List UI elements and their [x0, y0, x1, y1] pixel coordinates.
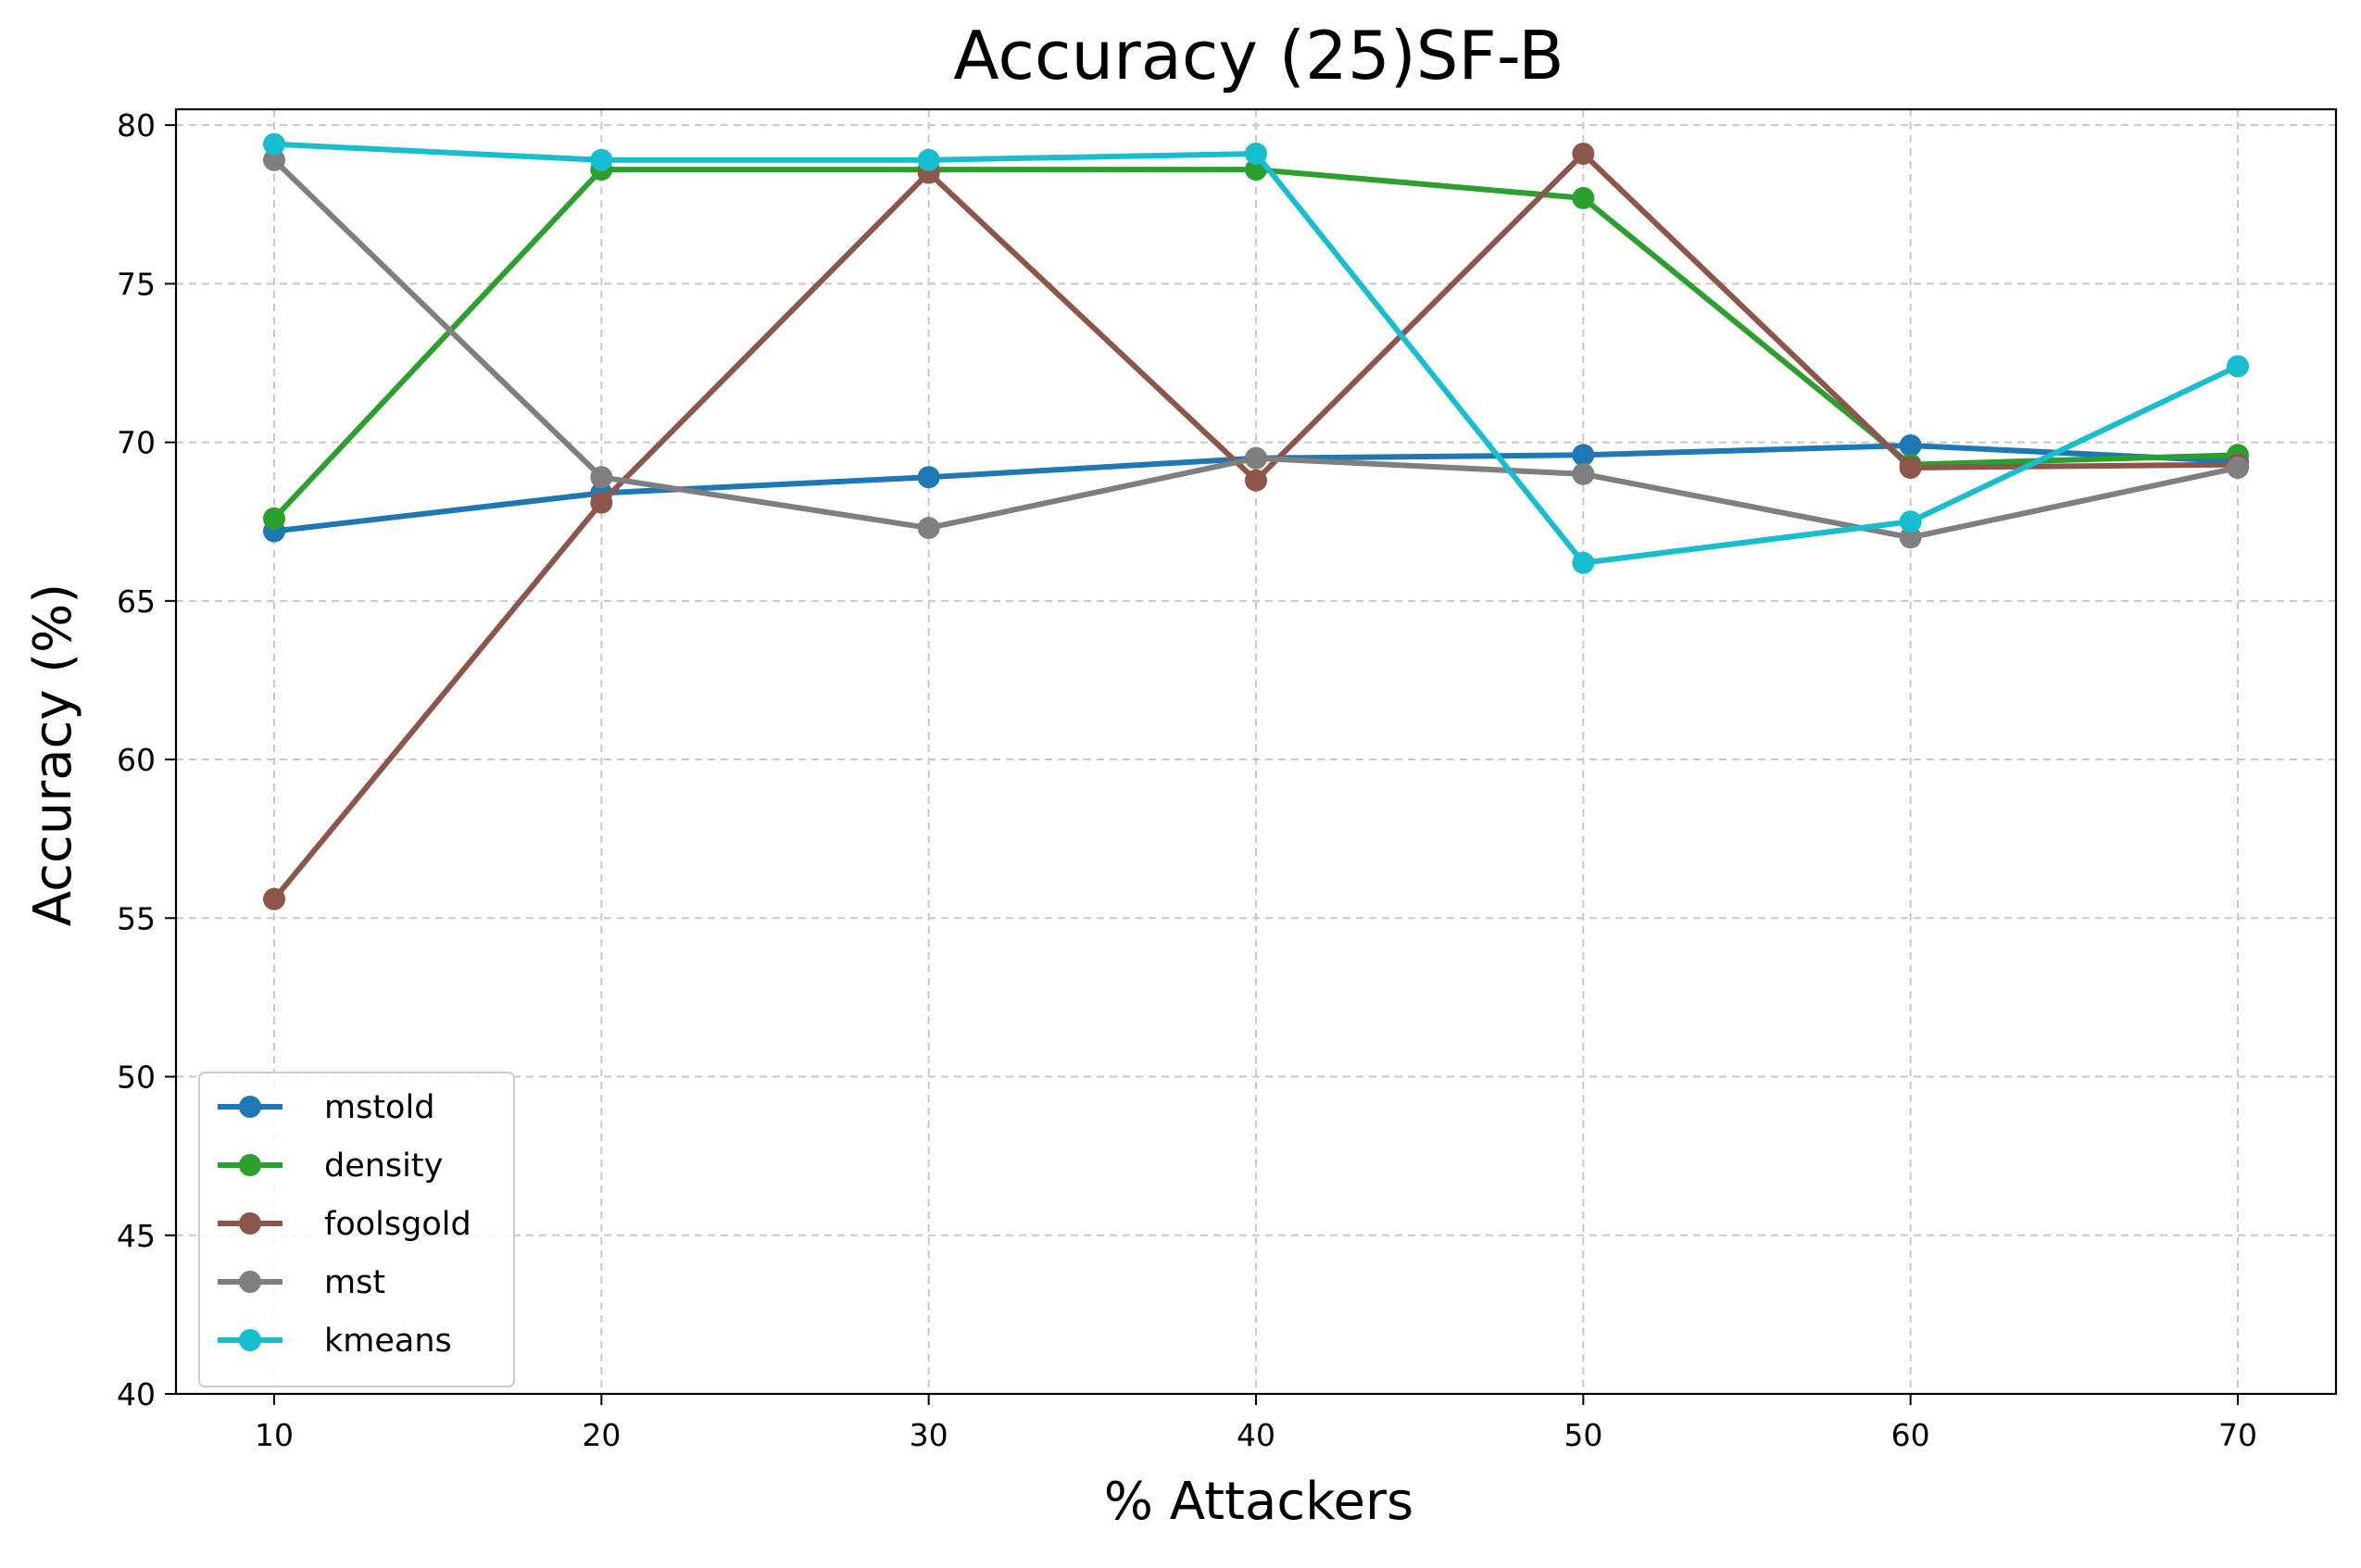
data-point-kmeans — [590, 148, 613, 171]
legend-marker — [239, 1329, 261, 1351]
data-point-mst — [263, 148, 285, 171]
data-point-foolsgold — [1572, 142, 1595, 165]
data-point-kmeans — [1899, 510, 1922, 533]
x-tick-label: 50 — [1564, 1417, 1602, 1453]
legend-item-foolsgold: foolsgold — [218, 1206, 471, 1243]
data-point-mst — [1899, 526, 1922, 549]
data-point-foolsgold — [1245, 469, 1267, 492]
data-point-mst — [2227, 456, 2249, 479]
y-tick-label: 60 — [117, 742, 156, 778]
data-point-mst — [917, 517, 940, 540]
legend-label: density — [324, 1148, 443, 1185]
y-axis-label: Accuracy (%) — [23, 583, 83, 926]
data-point-kmeans — [2227, 355, 2249, 378]
legend-item-kmeans: kmeans — [218, 1323, 452, 1360]
data-point-mstold — [1899, 434, 1922, 458]
data-point-kmeans — [263, 132, 285, 156]
legend-marker — [239, 1212, 261, 1235]
tick-layer: 10 20 30 40 50 60 70 40 45 50 55 60 65 70 75 80 — [117, 107, 2257, 1453]
x-tick-label: 10 — [255, 1417, 294, 1453]
data-point-mst — [1245, 446, 1267, 470]
legend-item-mst: mst — [218, 1264, 385, 1301]
x-axis-label: % Attackers — [1104, 1472, 1413, 1532]
legend-marker — [239, 1154, 261, 1176]
chart-title: Accuracy (25)SF-B — [953, 17, 1564, 94]
legend-marker — [239, 1271, 261, 1293]
x-tick-label: 20 — [582, 1417, 621, 1453]
y-tick-label: 40 — [117, 1376, 156, 1412]
x-tick-label: 70 — [2218, 1417, 2257, 1453]
legend-box — [198, 1072, 515, 1387]
series-kmeans — [263, 132, 2249, 574]
legend-item-density: density — [218, 1148, 443, 1185]
data-point-kmeans — [1572, 551, 1595, 574]
y-tick-label: 50 — [117, 1060, 156, 1096]
legend-marker — [239, 1096, 261, 1118]
data-point-mstold — [917, 466, 940, 489]
series-layer — [263, 132, 2249, 910]
data-point-foolsgold — [1899, 456, 1922, 479]
data-point-kmeans — [1245, 142, 1267, 165]
data-point-density — [1572, 186, 1595, 209]
data-point-mst — [1572, 462, 1595, 485]
y-tick-label: 80 — [117, 107, 156, 144]
legend-label: mstold — [324, 1089, 434, 1126]
legend-item-mstold: mstold — [218, 1089, 434, 1126]
y-tick-label: 65 — [117, 583, 156, 620]
legend: mstold density foolsgold mst kmeans — [198, 1072, 515, 1387]
legend-label: foolsgold — [324, 1206, 471, 1243]
x-tick-label: 30 — [910, 1417, 948, 1453]
data-point-kmeans — [917, 148, 940, 171]
y-tick-label: 55 — [117, 900, 156, 936]
data-point-mst — [590, 466, 613, 489]
data-point-density — [263, 507, 285, 530]
data-point-foolsgold — [590, 491, 613, 514]
x-tick-label: 60 — [1891, 1417, 1930, 1453]
data-point-mstold — [1572, 444, 1595, 467]
data-point-foolsgold — [263, 887, 285, 910]
x-tick-label: 40 — [1237, 1417, 1275, 1453]
legend-label: mst — [324, 1264, 385, 1301]
legend-label: kmeans — [324, 1323, 452, 1360]
y-tick-label: 45 — [117, 1218, 156, 1254]
y-tick-label: 70 — [117, 425, 156, 461]
series-mst — [263, 148, 2249, 549]
y-tick-label: 75 — [117, 266, 156, 302]
